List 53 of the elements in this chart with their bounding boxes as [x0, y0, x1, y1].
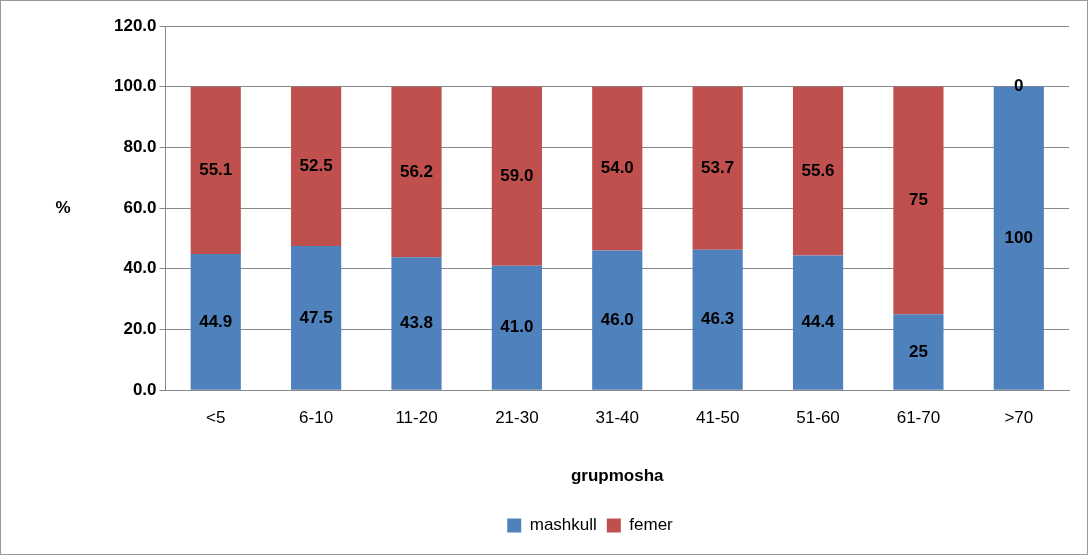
data-label: 43.8 — [399, 313, 434, 333]
data-label: 46.0 — [600, 309, 634, 329]
data-label: 59.0 — [500, 165, 534, 185]
data-label: 56.2 — [399, 161, 434, 181]
bar — [592, 86, 643, 251]
x-tick-label: <5 — [206, 408, 226, 428]
bar — [190, 86, 241, 254]
legend-label: femer — [629, 515, 674, 535]
data-label: 52.5 — [299, 156, 333, 176]
data-label: 55.6 — [801, 160, 835, 180]
data-label: 25 — [908, 341, 928, 361]
data-label: 44.4 — [801, 312, 836, 332]
bar — [291, 86, 342, 247]
data-label: 100 — [1004, 227, 1033, 247]
legend-label: mashkull — [529, 515, 597, 535]
data-label: 53.7 — [701, 157, 735, 177]
data-label: 44.9 — [199, 311, 233, 331]
y-tick-label: 0.0 — [132, 379, 157, 399]
y-tick-label: 40.0 — [123, 258, 157, 278]
x-axis-title: grupmosha — [570, 466, 665, 486]
bar — [692, 86, 743, 250]
bar — [893, 86, 944, 315]
bar — [491, 86, 542, 266]
x-tick-label: 21-30 — [495, 408, 539, 428]
bar — [792, 255, 844, 390]
data-label: 55.1 — [199, 160, 233, 179]
x-tick-label: >70 — [1004, 408, 1034, 428]
x-tick-label: 6-10 — [299, 408, 334, 428]
bar — [391, 257, 442, 390]
x-tick-label: 31-40 — [595, 408, 640, 428]
data-label: 47.5 — [299, 307, 333, 327]
bar — [491, 265, 542, 390]
bar — [692, 249, 743, 390]
data-label: 46.3 — [701, 309, 735, 329]
data-label: 41.0 — [500, 317, 534, 337]
bar — [792, 86, 844, 256]
bar — [391, 86, 442, 258]
y-tick-label: 120.0 — [113, 15, 157, 35]
bar — [291, 246, 342, 390]
y-tick-label: 80.0 — [123, 137, 157, 157]
bar — [893, 314, 944, 390]
x-tick-label: 11-20 — [395, 408, 438, 428]
bar — [592, 250, 643, 390]
y-tick-label: 100.0 — [113, 76, 157, 96]
x-tick-label: 61-70 — [896, 408, 941, 428]
y-tick-label: 20.0 — [123, 319, 157, 339]
x-tick-label: 41-50 — [695, 408, 740, 428]
data-label: 75 — [908, 190, 928, 210]
y-tick-label: 60.0 — [123, 197, 157, 217]
bar — [190, 253, 241, 390]
x-tick-label: 51-60 — [796, 408, 840, 428]
data-label: 54.0 — [600, 158, 634, 178]
y-axis-title: % — [55, 197, 71, 217]
